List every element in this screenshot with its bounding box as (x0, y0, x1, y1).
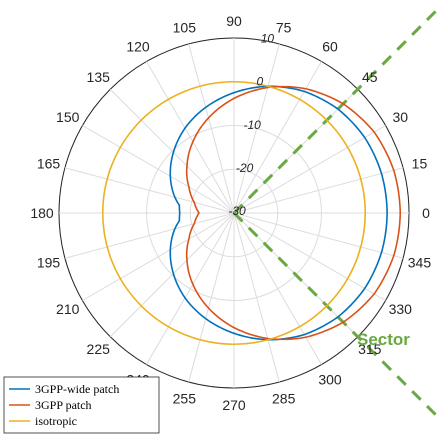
angle-tick-label: 75 (276, 20, 292, 36)
grid-spoke-13 (64, 212, 235, 259)
grid-spoke-7 (188, 43, 235, 214)
grid-spoke-15 (109, 212, 235, 338)
radial-tick-label: 0 (256, 75, 263, 89)
grid-spoke-1 (233, 167, 404, 214)
grid-spoke-10 (82, 125, 235, 214)
grid-spoke-11 (64, 167, 235, 214)
angle-tick-label: 180 (30, 205, 54, 221)
legend-label-isotropic: isotropic (35, 414, 77, 428)
sector-line-1 (232, 211, 439, 420)
grid-spoke-17 (188, 212, 235, 383)
angle-tick-label: 45 (362, 69, 378, 85)
angle-tick-label: 90 (226, 13, 242, 29)
legend-label-wide-patch: 3GPP-wide patch (35, 382, 119, 396)
sector-lines (232, 6, 439, 420)
series-line-2 (101, 80, 367, 346)
angle-tick-label: 315 (358, 341, 382, 357)
grid-spoke-23 (233, 212, 404, 259)
radial-tick-labels: -30 -20 -10 0 10 (228, 32, 274, 218)
sector-line-0 (232, 6, 439, 215)
grid-spoke-5 (233, 43, 280, 214)
grid-spoke-9 (109, 88, 235, 214)
angle-tick-label: 255 (173, 390, 197, 406)
angle-tick-label: 135 (87, 69, 111, 85)
grid-spoke-19 (233, 212, 280, 383)
angle-tick-label: 150 (56, 109, 80, 125)
angle-tick-label: 270 (222, 397, 246, 413)
angle-tick-label: 15 (412, 155, 428, 171)
angle-tick-label: 30 (392, 109, 408, 125)
grid-spoke-14 (82, 212, 235, 301)
polar-grid (58, 37, 410, 389)
radial-tick-label: -30 (228, 204, 246, 218)
grid-spoke-20 (233, 212, 322, 365)
radial-tick-label: 10 (261, 32, 275, 46)
series-line-1 (185, 85, 402, 341)
angle-tick-label: 120 (126, 39, 150, 55)
grid-spoke-8 (146, 61, 235, 214)
radial-tick-label: -20 (236, 161, 254, 175)
angle-tick-label: 225 (87, 341, 111, 357)
radial-tick-label: -10 (244, 118, 262, 132)
grid-spoke-16 (146, 212, 235, 365)
angle-tick-label: 165 (37, 155, 61, 171)
legend: 3GPP-wide patch 3GPP patch isotropic (3, 376, 160, 434)
angle-tick-label: 195 (37, 255, 61, 271)
series-line-0 (169, 85, 388, 341)
angle-tick-label: 330 (389, 301, 413, 317)
angle-tick-label: 285 (272, 390, 296, 406)
angle-tick-label: 60 (322, 39, 338, 55)
angle-tick-label: 210 (56, 301, 80, 317)
series-lines (101, 80, 402, 346)
angle-tick-label: 345 (408, 255, 432, 271)
angle-tick-label: 105 (173, 20, 197, 36)
grid-spoke-22 (233, 212, 386, 301)
grid-spoke-2 (233, 125, 386, 214)
angle-tick-labels: 0 15 30 45 60 75 90 105 120 135 150 165 180 195 210 225… (30, 13, 431, 413)
angle-tick-label: 300 (318, 371, 342, 387)
grid-spoke-4 (233, 61, 322, 214)
sector-label: Sector (357, 330, 410, 349)
angle-tick-label: 0 (422, 205, 430, 221)
legend-label-patch: 3GPP patch (35, 398, 92, 412)
